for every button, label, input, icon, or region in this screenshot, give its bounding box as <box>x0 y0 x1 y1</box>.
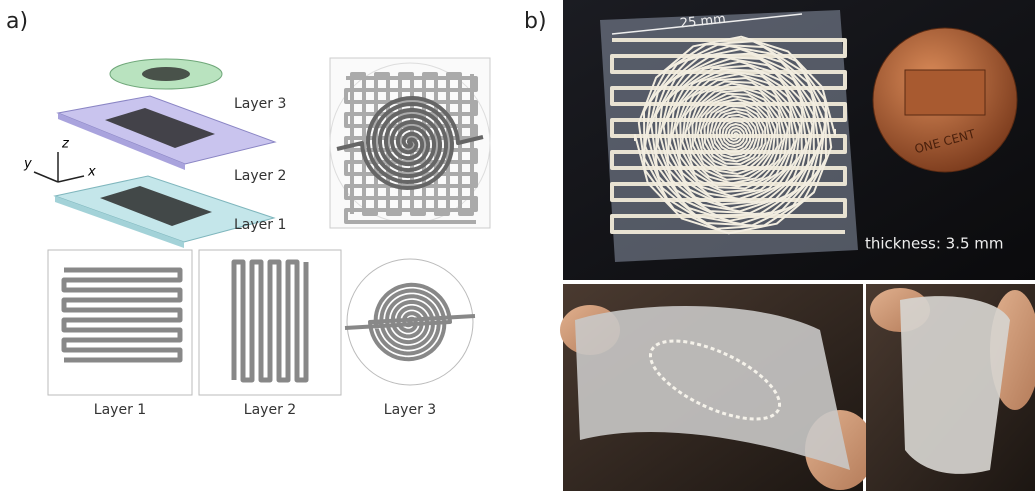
panel-label: a) <box>6 9 28 34</box>
layer-caption: Layer 1 <box>94 402 146 418</box>
layer-label: Layer 1 <box>234 217 286 233</box>
layer3-coil <box>142 67 190 81</box>
layer2-pattern <box>234 262 306 380</box>
layer-caption: Layer 2 <box>244 402 296 418</box>
panel-label: b) <box>524 9 547 34</box>
layer-label: Layer 3 <box>234 96 286 112</box>
layer-caption: Layer 3 <box>384 402 436 418</box>
axis-label: z <box>61 137 70 152</box>
thickness-label: thickness: 3.5 mm <box>865 235 1004 253</box>
layer-label: Layer 2 <box>234 168 286 184</box>
penny-building <box>905 70 985 115</box>
axis-label: y <box>23 157 32 172</box>
axis-label: x <box>87 165 96 180</box>
figure: a) Layer 3 Layer 2 Layer 1 z y x Layer 1… <box>0 0 1035 491</box>
serpentine <box>234 262 306 380</box>
axes <box>34 152 84 182</box>
